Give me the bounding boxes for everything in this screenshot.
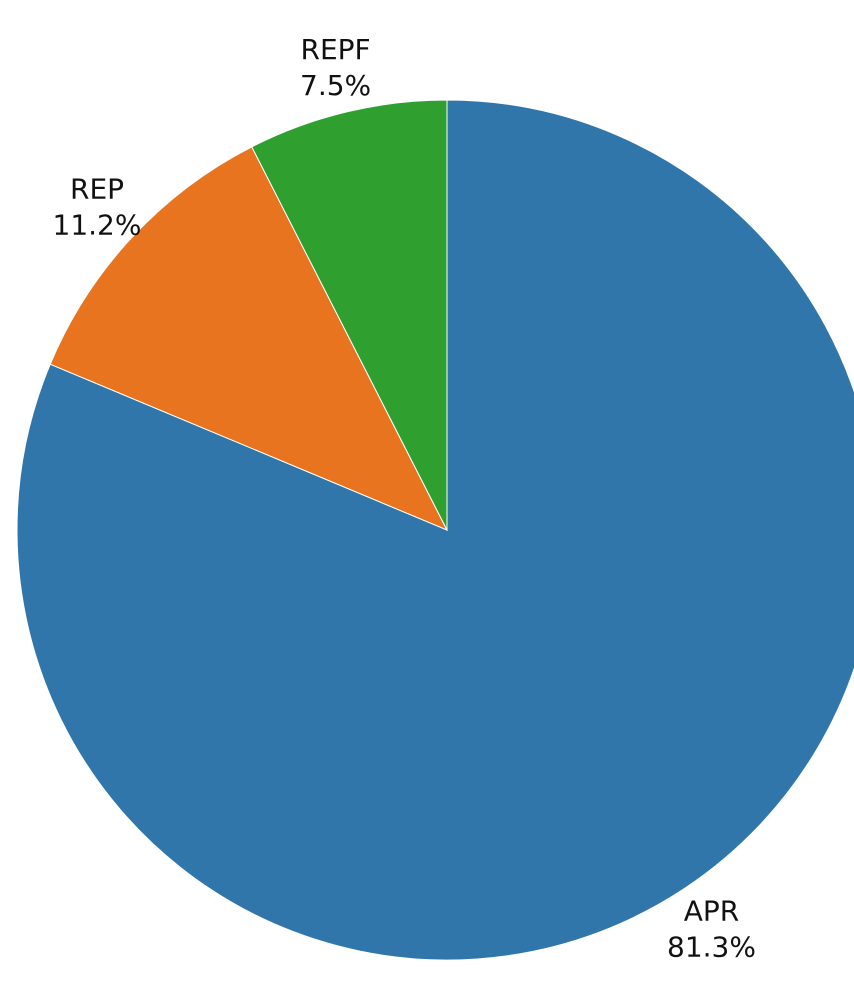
pie-slices xyxy=(16,99,854,961)
pie-slice-repf xyxy=(251,99,448,531)
slice-category-label: APR xyxy=(684,894,740,927)
slice-category-label: REP xyxy=(70,173,124,206)
pie-labels: APR 81.3% REP 11.2% REPF 7.5% xyxy=(53,33,756,963)
slice-label-rep: REP 11.2% xyxy=(53,173,142,242)
slice-category-label: REPF xyxy=(301,33,371,66)
slice-label-apr: APR 81.3% xyxy=(667,894,756,963)
pie-slice-apr xyxy=(16,99,854,961)
slice-percent-label: 11.2% xyxy=(53,209,142,242)
slice-label-repf: REPF 7.5% xyxy=(300,33,371,102)
slice-percent-label: 7.5% xyxy=(300,69,371,102)
pie-slice-rep xyxy=(49,146,449,531)
slice-percent-label: 81.3% xyxy=(667,930,756,963)
